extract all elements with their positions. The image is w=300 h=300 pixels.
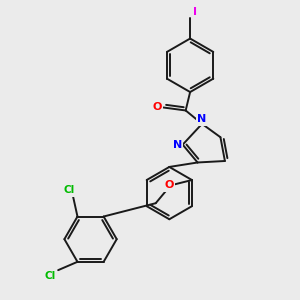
Text: Cl: Cl — [44, 271, 56, 281]
Text: O: O — [164, 180, 174, 190]
Text: Cl: Cl — [64, 185, 75, 195]
Text: O: O — [152, 102, 161, 112]
Text: N: N — [173, 140, 182, 150]
Text: N: N — [197, 114, 207, 124]
Text: I: I — [193, 8, 196, 17]
